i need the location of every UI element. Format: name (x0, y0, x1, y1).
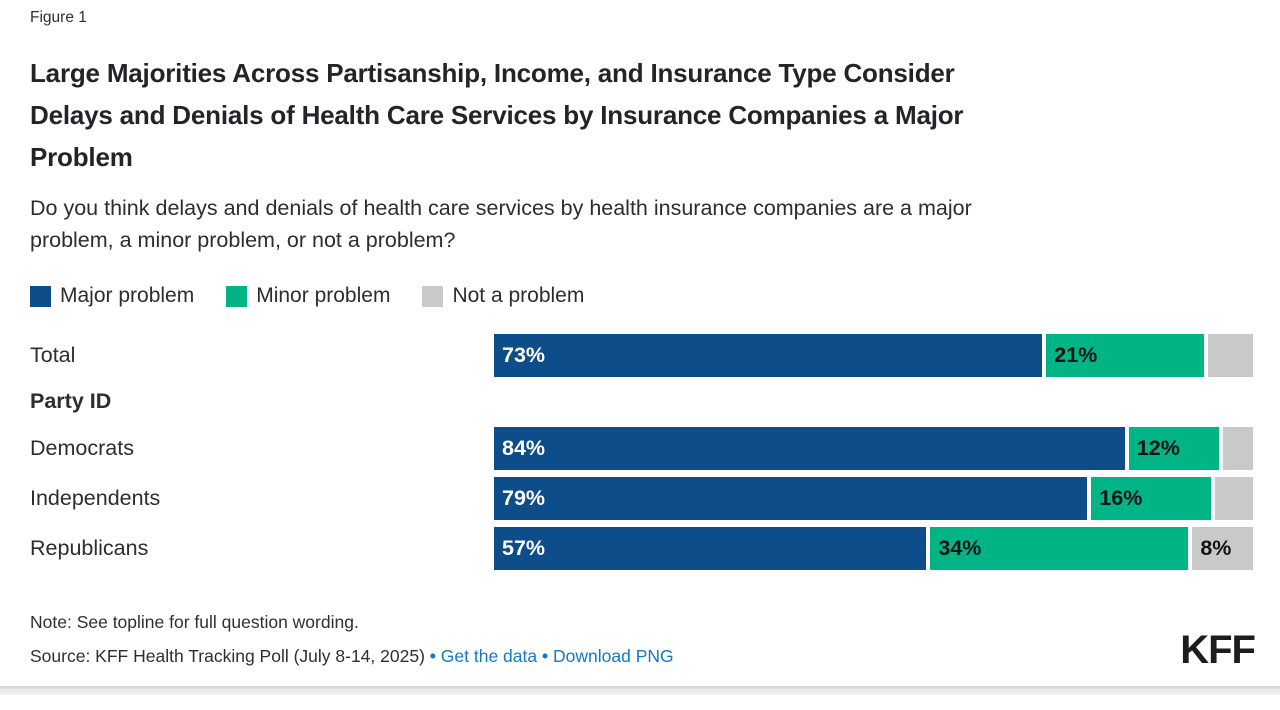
figure-label: Figure 1 (30, 9, 87, 26)
stacked-bar-chart: Total 73% 21% Party ID Democrats 84% 12% Indepe… (30, 334, 1254, 570)
chart-title-line-1: Large Majorities Across Partisanship, In… (30, 58, 955, 88)
horizontal-divider (0, 686, 1280, 695)
stacked-bar: 79% 16% (494, 477, 1253, 520)
bar-segment-not-a-problem (1207, 334, 1253, 377)
download-png-link[interactable]: Download PNG (553, 646, 674, 666)
footer-source: Source: KFF Health Tracking Poll (July 8… (30, 644, 1253, 668)
bar-segment-not-a-problem (1215, 477, 1253, 520)
legend-label: Not a problem (452, 284, 585, 307)
chart-subtitle-line-2: problem, a minor problem, or not a probl… (30, 228, 456, 252)
bar-segment-minor-problem: 12% (1128, 427, 1219, 470)
separator-dot: • (542, 646, 549, 666)
legend-swatch-major-problem (30, 285, 51, 307)
row-label: Republicans (30, 536, 149, 560)
bar-value-label: 21% (1054, 343, 1098, 367)
bar-segment-not-a-problem (1222, 427, 1254, 470)
bar-value-label: 8% (1200, 536, 1232, 560)
legend-item-minor-problem: Minor problem (226, 284, 390, 308)
chart-title-line-2: Delays and Denials of Health Care Servic… (30, 100, 964, 130)
chart-rows: Total 73% 21% Party ID Democrats 84% 12% Indepe… (30, 334, 1254, 570)
row-label: Independents (30, 486, 161, 510)
legend-label: Minor problem (256, 284, 391, 307)
chart-subtitle-line-1: Do you think delays and denials of healt… (30, 196, 972, 220)
bar-value-label: 34% (938, 536, 982, 560)
bar-value-label: 57% (502, 536, 546, 560)
stacked-bar: 73% 21% (494, 334, 1253, 377)
legend-item-major-problem: Major problem (30, 284, 194, 308)
bar-row-independents: Independents 79% 16% (30, 477, 1253, 520)
chart-title-line-3: Problem (30, 142, 133, 172)
bar-value-label: 73% (502, 343, 546, 367)
bar-value-label: 84% (502, 436, 546, 460)
get-the-data-link[interactable]: Get the data (440, 646, 538, 666)
bar-segment-major-problem: 79% (494, 477, 1088, 520)
chart-title: Large Majorities Across Partisanship, In… (30, 52, 1253, 178)
bar-segment-major-problem: 73% (494, 334, 1043, 377)
bar-segment-major-problem: 57% (494, 527, 927, 570)
legend-label: Major problem (60, 284, 195, 307)
bar-segment-minor-problem: 16% (1091, 477, 1212, 520)
legend-swatch-minor-problem (226, 285, 248, 307)
chart-subtitle: Do you think delays and denials of healt… (30, 192, 1253, 256)
stacked-bar: 57% 34% 8% (494, 527, 1253, 570)
bar-value-label: 79% (502, 486, 546, 510)
bar-segment-major-problem: 84% (494, 427, 1125, 470)
footer-note: Note: See topline for full question word… (30, 612, 359, 632)
legend-swatch-not-a-problem (422, 285, 444, 307)
legend-item-not-a-problem: Not a problem (422, 284, 584, 308)
separator-dot: • (429, 646, 436, 666)
bar-row-total: Total 73% 21% (30, 334, 1253, 377)
row-label: Democrats (30, 436, 134, 460)
stacked-bar: 84% 12% (494, 427, 1254, 470)
source-text: Source: KFF Health Tracking Poll (July 8… (30, 646, 425, 666)
bar-segment-not-a-problem: 8% (1192, 527, 1253, 570)
bar-row-republicans: Republicans 57% 34% 8% (30, 527, 1253, 570)
kff-logo: KFF (1180, 628, 1256, 672)
bar-value-label: 16% (1099, 486, 1143, 510)
bar-segment-minor-problem: 21% (1046, 334, 1204, 377)
bar-row-democrats: Democrats 84% 12% (30, 427, 1254, 470)
chart-legend: Major problem Minor problem Not a proble… (30, 284, 1253, 308)
bar-value-label: 12% (1136, 436, 1180, 460)
row-label: Total (30, 343, 76, 367)
section-header-party-id: Party ID (30, 388, 112, 413)
bar-segment-minor-problem: 34% (930, 527, 1189, 570)
